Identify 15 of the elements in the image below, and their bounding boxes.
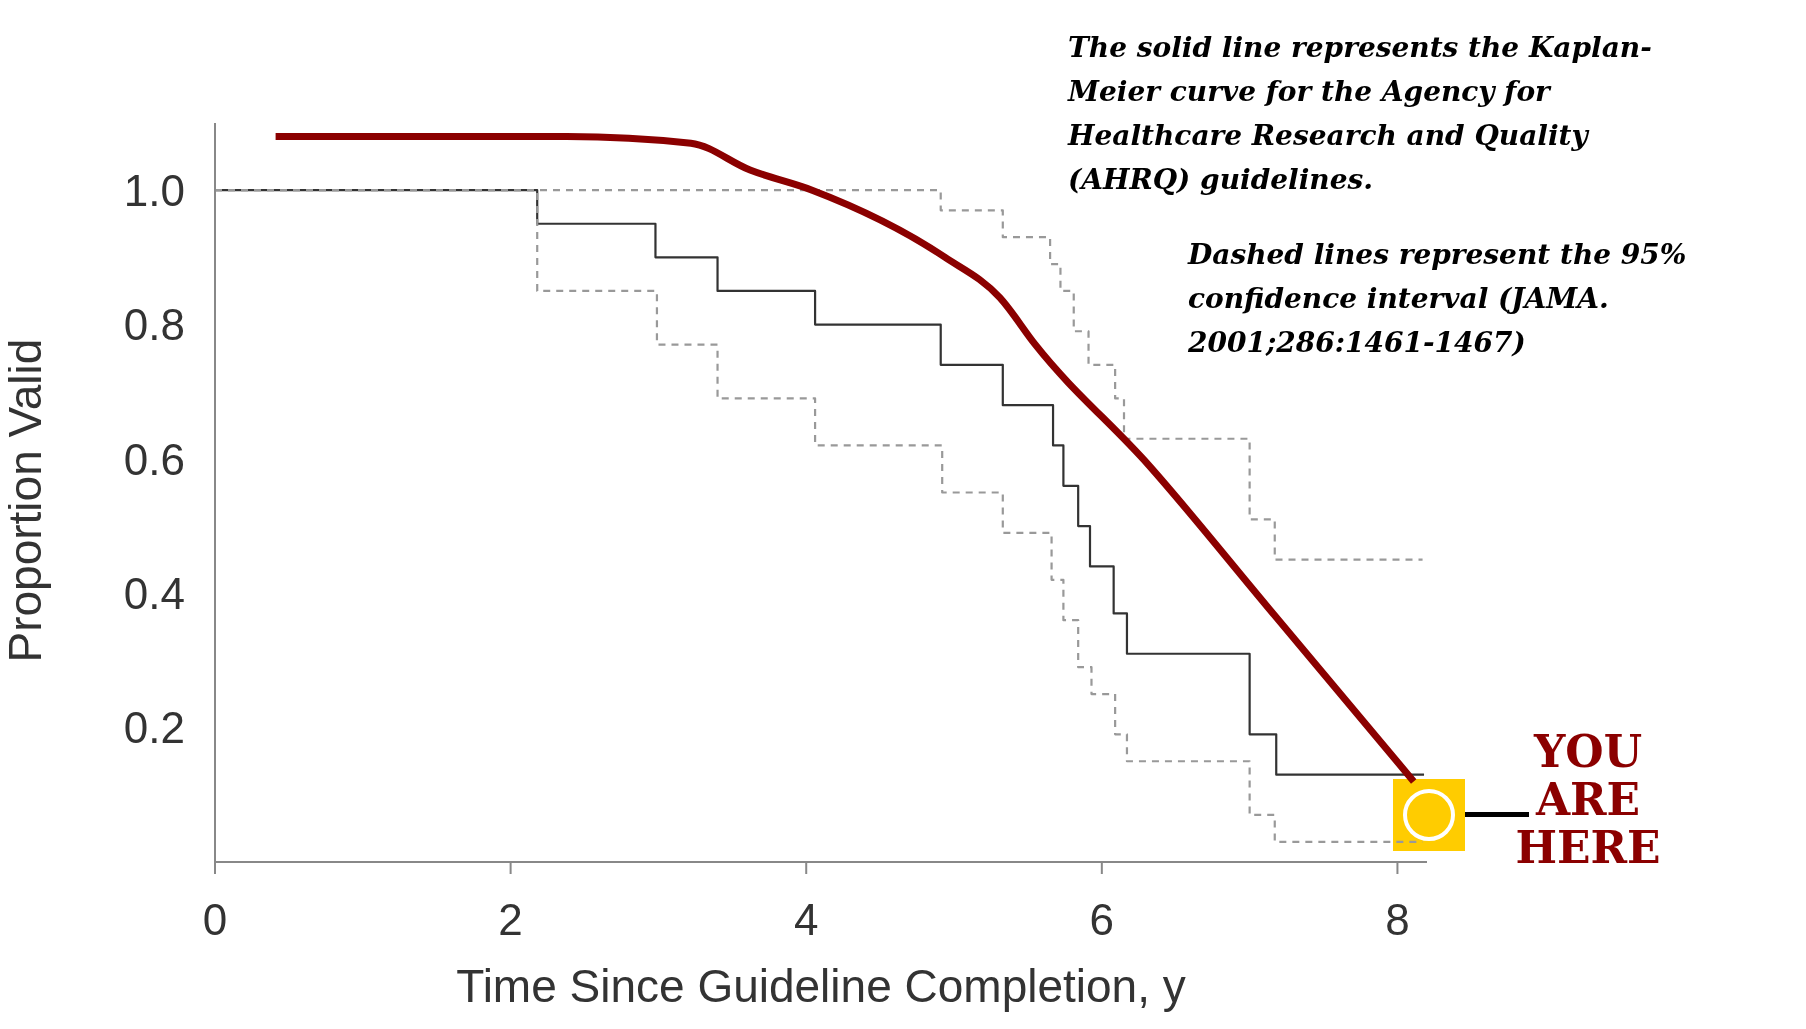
x-tick-label: 2 <box>498 895 523 945</box>
x-tick-label: 4 <box>793 895 819 945</box>
annotation: The solid line represents the Kaplan-Meier curve for the Agency for Healthcare Research and Quality (AHRQ) guidelines. <box>1068 30 1653 198</box>
y-tick-label: 0.8 <box>123 300 185 350</box>
text: YOU ARE HERE <box>1514 726 1662 873</box>
y-tick-label: 0.4 <box>123 568 185 618</box>
y-tick-label: 0.6 <box>123 434 185 484</box>
x-tick-label: 8 <box>1385 895 1410 945</box>
y-tick-label: 1.0 <box>123 165 185 215</box>
y-axis-title: Proportion Valid <box>0 338 52 663</box>
x-axis-title: Time Since Guideline Completion, y <box>456 960 1186 1012</box>
x-tick-label: 0 <box>202 895 228 945</box>
annotation: Dashed lines represent the 95% confidence interval (JAMA. 2001;286:1461-1467) <box>1188 237 1688 361</box>
y-tick-label: 0.2 <box>123 703 185 753</box>
x-tick-label: 6 <box>1089 895 1115 945</box>
